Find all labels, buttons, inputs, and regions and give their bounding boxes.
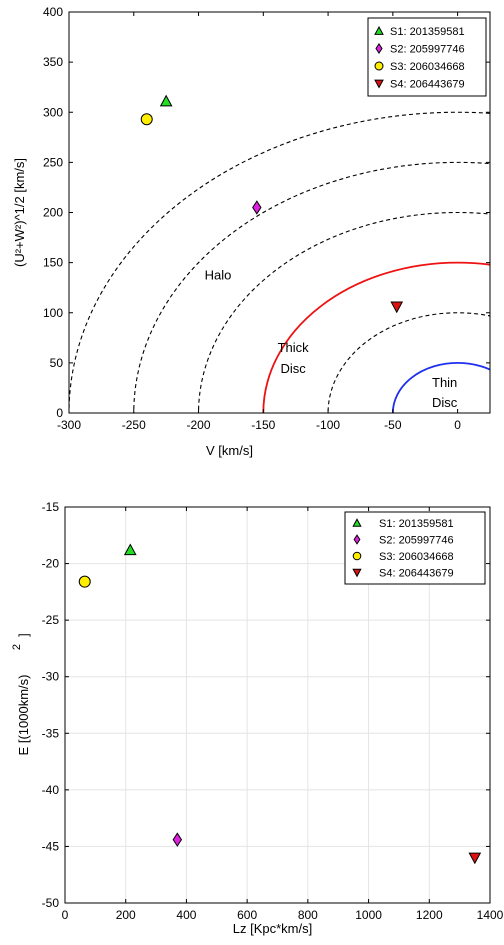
x-tick-label: -150 (251, 418, 275, 432)
x-tick-label: 400 (176, 908, 196, 922)
data-point-s3 (78, 575, 91, 588)
legend-marker (375, 42, 383, 55)
x-tick-label: 1000 (355, 908, 382, 922)
y-tick-label: -20 (42, 557, 60, 571)
x-tick-label: -250 (122, 418, 146, 432)
y-tick-label: 250 (43, 155, 63, 169)
region-label: Disc (280, 361, 306, 376)
legend-marker (352, 551, 362, 561)
region-label: Thick (278, 340, 310, 355)
legend-marker (353, 534, 361, 545)
contour-250 (133, 161, 490, 413)
legend-marker (374, 25, 384, 35)
x-tick-label: 0 (62, 908, 69, 922)
y-tick-label: -30 (42, 670, 60, 684)
data-point-s4 (390, 301, 404, 314)
y-tick-label: -40 (42, 783, 60, 797)
data-point-s2 (252, 200, 262, 215)
legend-entry: S1: 201359581 (390, 26, 465, 38)
legend-marker (374, 79, 384, 89)
legend: S1: 201359581 S2: 205997746 S3: 206034668 S… (367, 17, 487, 97)
y-tick-label: 150 (43, 256, 63, 270)
contours (69, 111, 490, 413)
y-tick-label: -50 (42, 896, 60, 910)
y-tick-label: -25 (42, 613, 60, 627)
region-label: Thin (432, 375, 457, 390)
y-tick-label: -15 (42, 500, 60, 514)
x-axis-label: Lz [Kpc*km/s] (233, 921, 312, 936)
y-axis-label: E [(1000km/s) 2] (11, 633, 31, 755)
legend-entry: S4: 206443679 (379, 568, 454, 580)
chart-1: -300 -250 -200 -150 -100 -50 0 0 50 100 150 200 250 3… (12, 5, 491, 458)
legend-marker (352, 518, 362, 527)
data-point-s2 (172, 832, 183, 847)
x-tick-label: -50 (384, 418, 402, 432)
data-point-s1 (123, 543, 137, 556)
x-tick-label: -300 (57, 418, 81, 432)
y-tick-label: 300 (43, 105, 63, 119)
legend-entry: S2: 205997746 (390, 44, 465, 56)
data-point-s3 (140, 113, 153, 126)
legend: S1: 201359581 S2: 205997746 S3: 206034668 S… (344, 511, 486, 585)
legend-box (367, 17, 487, 97)
legend-entry: S3: 206034668 (379, 551, 454, 563)
y-tick-label: -45 (42, 839, 60, 853)
x-tick-label: -100 (316, 418, 340, 432)
legend-entry: S3: 206034668 (390, 61, 465, 73)
y-tick-label: 400 (43, 5, 63, 19)
contour-150 (262, 261, 490, 413)
y-tick-label: 0 (56, 406, 63, 420)
x-tick-label: 1200 (416, 908, 443, 922)
x-axis-label: V [km/s] (206, 443, 253, 458)
x-tick-label: 200 (116, 908, 136, 922)
legend-marker (374, 61, 384, 71)
y-tick-label: 50 (50, 356, 64, 370)
x-tick-label: 1400 (477, 908, 504, 922)
data-point-s4 (468, 852, 482, 865)
legend-box (344, 511, 486, 585)
y-axis-label: (U²+W²)^1/2 [km/s] (12, 158, 27, 267)
legend-marker (352, 568, 362, 578)
legend-entry: S4: 206443679 (390, 79, 465, 91)
x-tick-label: 0 (454, 418, 461, 432)
y-tick-label: 350 (43, 55, 63, 69)
region-label: Halo (205, 268, 232, 283)
chart-2: 0 200 400 600 800 1000 1200 1400 -50 -45 -40 -35 -30… (11, 500, 504, 936)
x-tick-label: -200 (187, 418, 211, 432)
y-tick-label: 100 (43, 306, 63, 320)
legend-entry: S1: 201359581 (379, 518, 454, 530)
contour-200 (198, 212, 490, 413)
y-axis-label-close: ] (16, 633, 31, 637)
y-tick-label: -35 (42, 726, 60, 740)
plot-frame (64, 506, 491, 904)
region-label: Disc (432, 395, 458, 410)
y-axis-label-superscript: 2 (11, 644, 23, 650)
data-point-s1 (159, 94, 173, 107)
x-tick-label: 800 (298, 908, 318, 922)
y-axis-label-main: E [(1000km/s) (16, 675, 31, 756)
y-tick-label: 200 (43, 206, 63, 220)
contour-50 (391, 361, 490, 413)
x-tick-label: 600 (237, 908, 257, 922)
legend-entry: S2: 205997746 (379, 535, 454, 547)
